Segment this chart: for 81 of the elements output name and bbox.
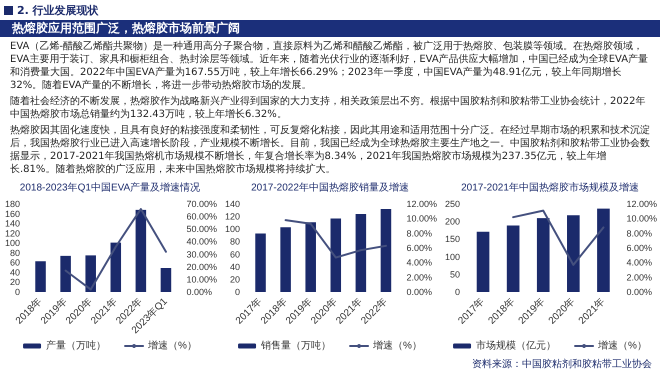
- y2-tick-label: 6.00%: [406, 243, 432, 253]
- bar: [110, 242, 122, 292]
- y-tick-label: 60: [10, 258, 20, 268]
- bar: [536, 218, 550, 292]
- y-tick-label: 100: [224, 224, 240, 234]
- legend-label: 销售量（万吨）: [260, 340, 332, 352]
- y-tick-label: 40: [230, 262, 240, 272]
- y2-tick-label: 10.00%: [186, 274, 218, 284]
- y-tick-label: 100: [4, 238, 20, 248]
- y-tick-label: 120: [4, 228, 20, 238]
- text: EVA（乙烯-醋酸乙烯酯共聚物）是一种通用高分子聚合物，直接原料为乙烯和醋酸乙烯酯，被广泛用于热熔胶、包装膜等领域。在热熔胶领域，EVA主要用于装订、家具和橱柜组合、热封涂层等领域。近年来，随着光伏行业的逐渐利好，EVA产品供应大幅增加，中国已经成为全球EVA产量和消费量大国。2022年中国EVA产量为167.55万吨，较上年增长66.29%；2023年一季度，中国EVA产量为48.91亿元，较上年同期增长32%。随着EVA产量的不断增长，将进一步带动热熔胶市场的发展。: [10, 40, 650, 92]
- y-tick-label: 140: [224, 199, 240, 209]
- y-tick-label: 100: [444, 252, 460, 262]
- y2-tick-label: 40.00%: [186, 236, 218, 247]
- y-tick-label: 80: [230, 236, 240, 247]
- bar: [35, 261, 46, 292]
- y2-tick-label: 60.00%: [186, 212, 218, 222]
- legend-label: 增速（%）: [372, 340, 422, 352]
- y-tick-label: 180: [4, 199, 20, 209]
- y2-tick-label: 4.00%: [626, 258, 652, 268]
- y2-tick-label: 30.00%: [186, 249, 218, 260]
- chart-title: 2018-2023年Q1中国EVA产量及增速情况: [20, 182, 200, 194]
- y-tick-label: 160: [4, 208, 20, 219]
- chart-title: 2017-2022年中国热熔胶销量及增速: [251, 182, 409, 194]
- y2-tick-label: 20.00%: [186, 262, 218, 272]
- bar: [567, 215, 580, 292]
- bar: [305, 222, 316, 292]
- y-tick-label: 0: [234, 287, 240, 297]
- y-tick-label: 20: [10, 277, 20, 288]
- y2-tick-label: 0.00%: [186, 287, 212, 297]
- y2-tick-label: 2.00%: [626, 272, 652, 282]
- y2-tick-label: 0.00%: [406, 287, 432, 297]
- y-tick-label: 40: [10, 267, 20, 278]
- y-tick-label: 60: [230, 249, 240, 260]
- chart-title: 2017-2021年中国热熔胶市场规模及增速: [461, 182, 639, 194]
- y-tick-label: 20: [230, 274, 240, 284]
- y-tick-label: 140: [4, 218, 20, 229]
- bar: [506, 225, 520, 292]
- y2-tick-label: 10.00%: [626, 214, 658, 224]
- y-tick-label: 0: [14, 287, 20, 297]
- bar: [356, 214, 366, 292]
- text: 资料来源：中国胶粘剂和胶粘带工业协会: [472, 358, 652, 371]
- bar: [136, 210, 146, 292]
- bar: [85, 255, 96, 292]
- y2-tick-label: 4.00%: [406, 258, 432, 268]
- y2-tick-label: 50.00%: [186, 224, 218, 234]
- y-tick-label: 50: [450, 269, 460, 280]
- bar: [280, 227, 291, 292]
- y-tick-label: 80: [10, 248, 20, 258]
- y2-tick-label: 0.00%: [626, 287, 652, 297]
- y-tick-label: 250: [444, 199, 460, 209]
- bar: [597, 208, 610, 292]
- line-series: [284, 219, 387, 259]
- legend-label: 增速（%）: [147, 340, 197, 352]
- y2-tick-label: 70.00%: [186, 199, 218, 209]
- y2-tick-label: 8.00%: [626, 228, 652, 238]
- y2-tick-label: 6.00%: [626, 243, 652, 253]
- line-series: [64, 208, 167, 290]
- y2-tick-label: 12.00%: [626, 199, 658, 209]
- legend-label: 市场规模（亿元）: [476, 340, 556, 352]
- y-tick-label: 120: [224, 212, 240, 222]
- bar: [255, 234, 266, 292]
- bar: [160, 268, 172, 292]
- bar: [60, 256, 71, 292]
- y-tick-label: 200: [444, 216, 460, 227]
- text: 热熔胶因其固化速度快，且具有良好的粘接强度和柔韧性，可反复熔化粘接，因此其用途和适用范围十分广泛。在经过早期市场的积累和技术沉淀后，我国热熔胶行业已进入高速增长阶段，产业规模不断增长。目前，我国已经成为全球热熔胶主要生产地之一。中国胶粘剂和胶粘带工业协会数据显示，2017-2021年我国热熔机市场规模不断增长，年复合增长率为8.34%，2021年我国热熔胶市场规模为237.35亿元，较上年增长.81%。随着热熔胶的广泛应用，未来中国热熔胶市场规模将持续扩大。: [10, 124, 651, 176]
- y2-tick-label: 10.00%: [406, 214, 438, 224]
- bar: [380, 209, 392, 292]
- legend-label: 增速（%）: [597, 340, 647, 352]
- y-tick-label: 0: [454, 287, 460, 297]
- text: 热熔胶应用范围广泛，热熔胶市场前景广阔: [0, 20, 660, 37]
- text: 随着社会经济的不断发展，热熔胶作为战略新兴产业得到国家的大力支持，相关政策层出不穷。根据中国胶粘剂和胶粘带工业协会统计，2022年中国热熔胶市场总销量约为132.43万吨，较上年增长6.32%。: [10, 95, 646, 121]
- line-series: [512, 210, 604, 266]
- legend-label: 产量（万吨）: [46, 340, 106, 352]
- y2-tick-label: 2.00%: [406, 272, 432, 282]
- text: 2. 行业发展现状: [17, 3, 99, 18]
- y2-tick-label: 8.00%: [406, 228, 432, 238]
- bar: [476, 232, 490, 292]
- y-tick-label: 150: [444, 234, 460, 244]
- bar: [330, 218, 342, 292]
- y2-tick-label: 12.00%: [406, 199, 438, 209]
